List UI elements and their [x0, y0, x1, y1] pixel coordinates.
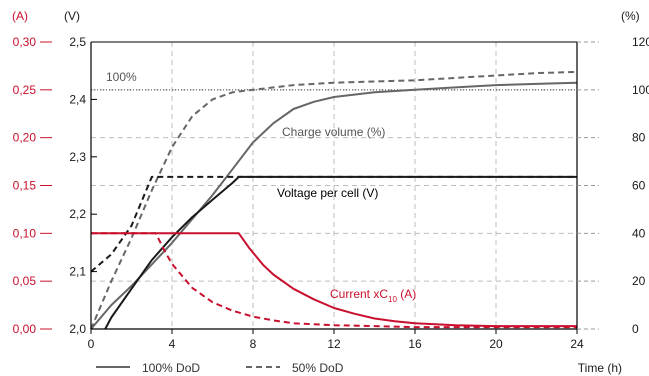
x-tick-label: 20	[489, 337, 503, 351]
voltage-tick-label: 2,5	[69, 35, 86, 49]
current-tick-label: 0,05	[13, 274, 37, 288]
series-line	[91, 232, 577, 328]
current-tick-label: 0,10	[13, 226, 37, 240]
voltage-tick-label: 2,0	[69, 322, 86, 336]
percent-tick-label: 20	[632, 274, 646, 288]
axes-group	[40, 41, 599, 334]
percent-tick-label: 0	[632, 322, 639, 336]
x-tick-label: 24	[570, 337, 584, 351]
x-tick-label: 0	[88, 337, 95, 351]
voltage-per-cell-label: Voltage per cell (V)	[277, 186, 378, 200]
voltage-tick-label: 2,4	[69, 92, 86, 106]
voltage-tick-label: 2,3	[69, 150, 86, 164]
legend-label: 100% DoD	[142, 361, 200, 375]
percent-tick-label: 60	[632, 179, 646, 193]
voltage-tick-label: 2,2	[69, 207, 86, 221]
current-label: Current xC10 (A)	[330, 287, 416, 304]
reference-line-label: 100%	[106, 70, 137, 84]
current-tick-label: 0,20	[13, 131, 37, 145]
percent-tick-label: 40	[632, 226, 646, 240]
voltage-tick-label: 2,1	[69, 265, 86, 279]
x-tick-label: 16	[408, 337, 422, 351]
percent-tick-label: 100	[632, 83, 649, 97]
series-line	[90, 81, 578, 330]
labels-group: 100% 0,00 0,05 0,10 0,15 0,20 0,25 0,30 (A) 2,0 2,…	[12, 9, 649, 375]
current-tick-label: 0,25	[13, 83, 37, 97]
current-tick-label: 0,00	[13, 322, 37, 336]
current-label-main: Current xC	[330, 287, 388, 301]
percent-axis-unit: (%)	[621, 9, 640, 23]
series-group	[90, 70, 578, 330]
legend-label: 50% DoD	[292, 361, 344, 375]
percent-tick-label: 120	[632, 35, 649, 49]
x-tick-label: 4	[169, 337, 176, 351]
current-label-subscript: 10	[388, 295, 397, 304]
x-tick-label: 8	[250, 337, 257, 351]
series-line	[90, 70, 578, 330]
current-tick-label: 0,30	[13, 35, 37, 49]
x-tick-label: 12	[327, 337, 341, 351]
current-label-unit: (A)	[397, 287, 416, 301]
x-axis-label: Time (h)	[578, 361, 622, 375]
current-tick-label: 0,15	[13, 179, 37, 193]
current-axis-unit: (A)	[12, 9, 28, 23]
voltage-axis-unit: (V)	[64, 9, 80, 23]
percent-tick-label: 80	[632, 131, 646, 145]
series-line	[90, 175, 577, 273]
charge-volume-label: Charge volume (%)	[282, 125, 385, 139]
